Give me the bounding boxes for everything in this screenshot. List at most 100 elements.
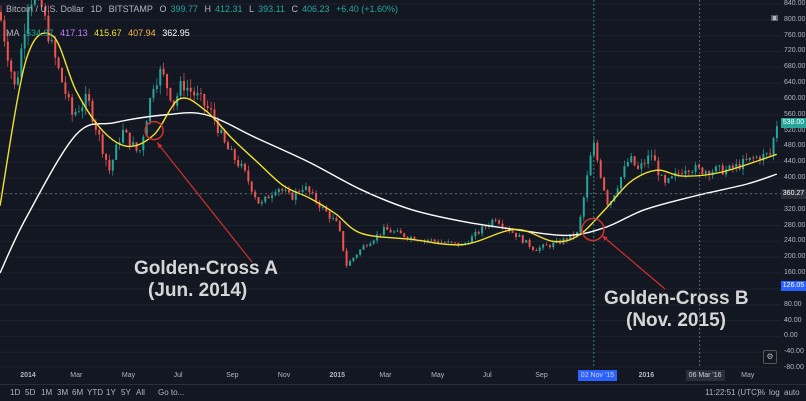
price-tick: 840.00	[784, 0, 806, 7]
candle-body	[227, 142, 230, 150]
range-ytd[interactable]: YTD	[87, 388, 103, 397]
candle-body	[345, 250, 348, 266]
candle-body	[569, 234, 572, 241]
price-tick: -80.00	[784, 364, 804, 371]
range-3m[interactable]: 3M	[57, 388, 69, 397]
time-tick: 2015	[329, 372, 346, 379]
time-tick: 2016	[638, 372, 655, 379]
camera-icon[interactable]: ▣	[771, 13, 779, 22]
candle-body	[376, 234, 379, 241]
candle-body	[728, 165, 731, 170]
candle-body	[708, 171, 711, 176]
gear-icon[interactable]: ⚙	[763, 350, 777, 364]
range-1d[interactable]: 1D	[10, 388, 21, 397]
candle-body	[243, 163, 246, 171]
candle-body	[288, 190, 291, 193]
candle-body	[40, 0, 43, 7]
range-all[interactable]: All	[136, 388, 145, 397]
low-value: 393.11	[258, 4, 285, 14]
candle-body	[88, 94, 91, 101]
candle-body	[169, 88, 172, 101]
range-6m[interactable]: 6M	[72, 388, 84, 397]
interval[interactable]: 1D	[90, 4, 103, 14]
price-tick: 520.00	[784, 126, 806, 134]
candle-body	[413, 237, 416, 241]
log-toggle[interactable]: log	[769, 388, 780, 397]
last-price-badge: 538.00	[781, 118, 806, 129]
candle-body	[338, 221, 341, 232]
candle-body	[138, 150, 141, 152]
time-tick: Sep	[535, 372, 548, 379]
candle-body	[386, 227, 389, 230]
range-1m[interactable]: 1M	[41, 388, 53, 397]
candle-body	[596, 142, 599, 161]
candle-body	[498, 220, 501, 224]
candle-body	[142, 136, 145, 151]
candle-body	[501, 223, 504, 228]
candle-body	[6, 41, 9, 61]
price-tick: 600.00	[784, 94, 806, 102]
candle-body	[365, 245, 368, 247]
symbol-name[interactable]: Bitcoin / U.S. Dollar	[6, 4, 85, 14]
time-tick: Mar	[379, 372, 392, 379]
percent-toggle[interactable]: %	[758, 388, 766, 397]
candle-body	[657, 160, 660, 176]
candle-body	[454, 242, 457, 244]
ma-value-3: 415.67	[94, 28, 122, 38]
candle-body	[145, 121, 148, 137]
ma-slow-line	[0, 111, 777, 274]
candle-body	[748, 157, 751, 160]
candle-body	[426, 240, 429, 241]
candle-body	[542, 244, 545, 248]
candle-body	[643, 163, 646, 165]
candle-body	[94, 121, 97, 130]
candle-body	[67, 93, 70, 98]
price-tick: 0.00	[784, 332, 798, 340]
price-tick: 40.00	[784, 316, 802, 324]
candle-body	[481, 226, 484, 234]
candle-body	[355, 254, 358, 258]
candle-body	[650, 155, 653, 157]
candle-body	[548, 245, 551, 248]
candle-body	[44, 6, 47, 16]
time-tick: Nov	[277, 372, 291, 379]
candle-body	[108, 159, 111, 171]
range-1y[interactable]: 1Y	[106, 388, 116, 397]
candle-body	[71, 97, 74, 115]
candle-body	[179, 80, 182, 96]
candle-body	[731, 165, 734, 169]
candle-body	[697, 165, 700, 168]
candle-body	[311, 192, 314, 193]
candle-body	[518, 235, 521, 238]
ma-value-4: 407.94	[128, 28, 156, 38]
candle-body	[50, 39, 53, 42]
price-tick: 80.00	[784, 300, 802, 308]
candle-body	[132, 142, 135, 147]
candle-body	[443, 242, 446, 244]
range-5d[interactable]: 5D	[25, 388, 36, 397]
candle-body	[393, 231, 396, 233]
time-tick: Sep	[226, 372, 239, 379]
auto-toggle[interactable]: auto	[784, 388, 800, 397]
range-5y[interactable]: 5Y	[121, 388, 131, 397]
candle-body	[172, 100, 175, 106]
goto-button[interactable]: Go to...	[158, 388, 185, 397]
candle-body	[714, 166, 717, 172]
candle-body	[125, 129, 128, 133]
price-axis[interactable]: 840.00 800.00 760.00 720.00 680.00 640.00 600.…	[781, 0, 806, 386]
golden-cross-a-arrowhead	[157, 142, 163, 149]
candle-body	[84, 94, 87, 108]
candle-body	[599, 160, 602, 178]
ma-legend[interactable]: MA 534.97 417.13 415.67 407.94 362.95	[6, 28, 194, 38]
price-chart[interactable]	[0, 0, 781, 368]
candle-body	[308, 186, 311, 193]
candle-body	[579, 216, 582, 233]
candle-body	[589, 155, 592, 176]
time-axis[interactable]: 2014 Mar May Jul Sep Nov 2015 Mar May Jul Sep 2016 M…	[0, 368, 781, 384]
annotation-a-title: Golden-Cross A	[134, 258, 278, 279]
candle-body	[233, 149, 236, 161]
close-label: C	[291, 4, 298, 14]
candle-body	[33, 0, 36, 5]
candle-body	[515, 232, 518, 238]
candle-body	[304, 186, 307, 190]
